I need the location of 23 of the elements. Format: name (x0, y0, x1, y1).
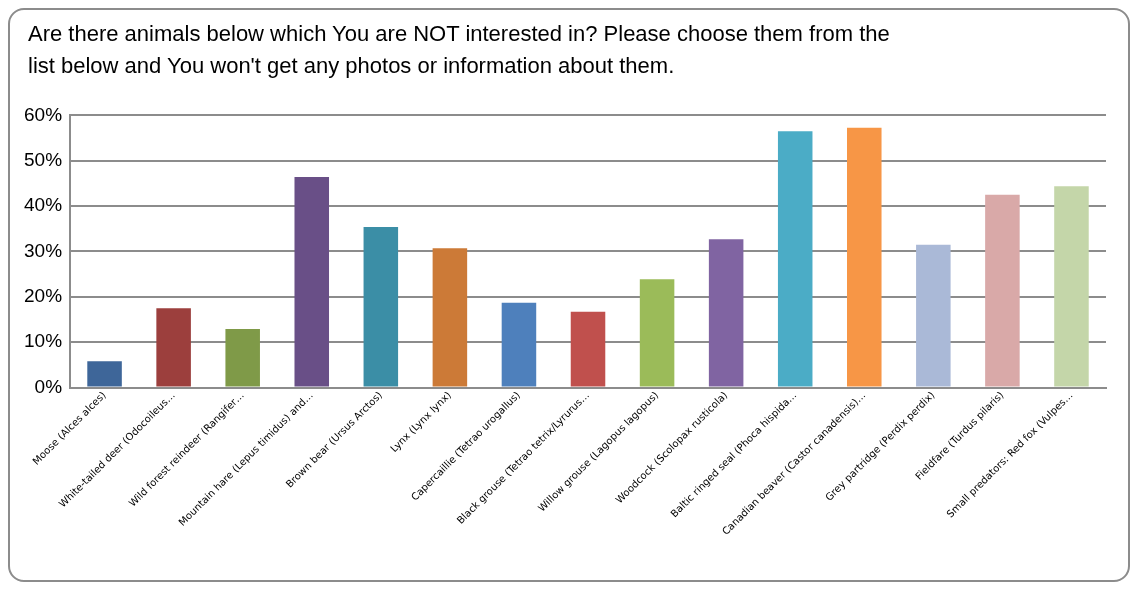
bar (570, 311, 606, 387)
y-tick-label: 20% (24, 285, 63, 307)
bar (87, 361, 122, 387)
bar (847, 127, 882, 387)
y-tick-label: 0% (34, 375, 63, 397)
bar (708, 239, 744, 387)
bar (916, 244, 951, 387)
bar (225, 329, 260, 387)
y-tick-label: 50% (24, 149, 63, 170)
bar (156, 308, 191, 387)
y-tick-label: 10% (24, 330, 63, 352)
bar (639, 279, 675, 387)
bar (777, 131, 813, 387)
y-tick-label: 60% (24, 103, 63, 125)
y-tick-label: 30% (24, 239, 63, 261)
bar (985, 194, 1020, 387)
bar (501, 302, 537, 387)
bar (1054, 186, 1089, 387)
chart-title: Are there animals below which You are NOT interested in? Please choose them from the list below and You won't get any photos or information about them. (27, 20, 891, 80)
bar (294, 177, 330, 387)
bar (363, 226, 399, 387)
bar (432, 248, 468, 387)
y-tick-label: 40% (24, 194, 63, 216)
